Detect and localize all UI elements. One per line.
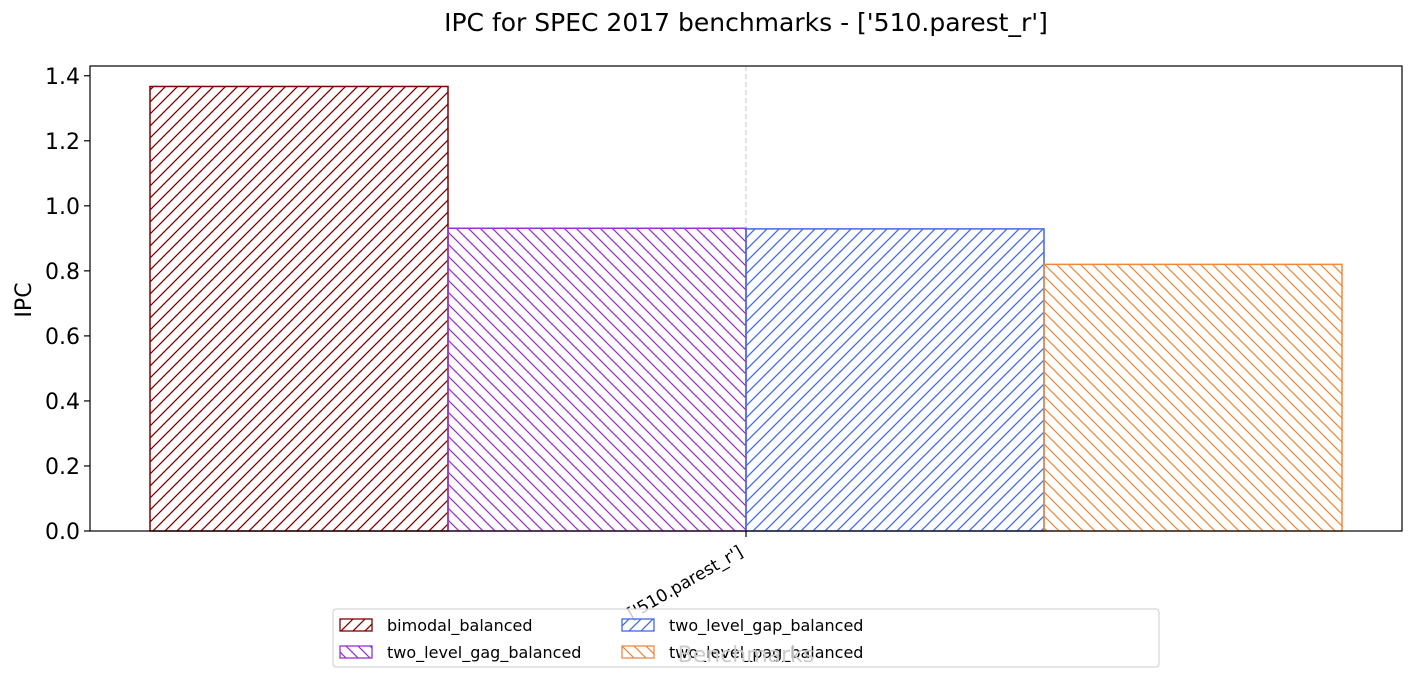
y-tick-label: 0.6 <box>45 325 80 350</box>
bars <box>149 85 1343 532</box>
legend-swatch <box>621 618 655 632</box>
bar-two_level_gag_balanced <box>447 227 747 532</box>
y-tick-label: 0.2 <box>45 455 80 480</box>
chart-title: IPC for SPEC 2017 benchmarks - ['510.par… <box>444 8 1048 37</box>
legend: bimodal_balanced two_level_gag_balanced tw… <box>332 608 1160 668</box>
legend-label: two_level_gap_balanced <box>669 616 863 636</box>
bar-two_level_pag_balanced <box>1043 263 1343 532</box>
y-tick-label: 1.4 <box>45 65 80 90</box>
y-tick-label: 0.4 <box>45 390 80 415</box>
legend-swatch <box>339 645 373 659</box>
x-axis-label: Benchmarks <box>678 643 815 668</box>
y-tick-label: 1.2 <box>45 130 80 155</box>
y-tick-label: 0.8 <box>45 260 80 285</box>
y-axis-label: IPC <box>12 282 37 317</box>
y-tick-label: 0.0 <box>45 520 80 545</box>
y-tick-label: 1.0 <box>45 195 80 220</box>
bar-two_level_gap_balanced <box>745 228 1045 532</box>
legend-swatch <box>621 645 655 659</box>
legend-label: two_level_pag_balanced <box>669 643 863 663</box>
legend-label: two_level_gag_balanced <box>387 643 581 663</box>
bar-bimodal_balanced <box>149 85 449 532</box>
legend-swatch <box>339 618 373 632</box>
legend-label: bimodal_balanced <box>387 616 533 636</box>
y-axis-ticks: 0.0 0.2 0.4 0.6 0.8 1.0 1.2 1.4 <box>45 65 90 545</box>
legend-box <box>332 608 1160 668</box>
